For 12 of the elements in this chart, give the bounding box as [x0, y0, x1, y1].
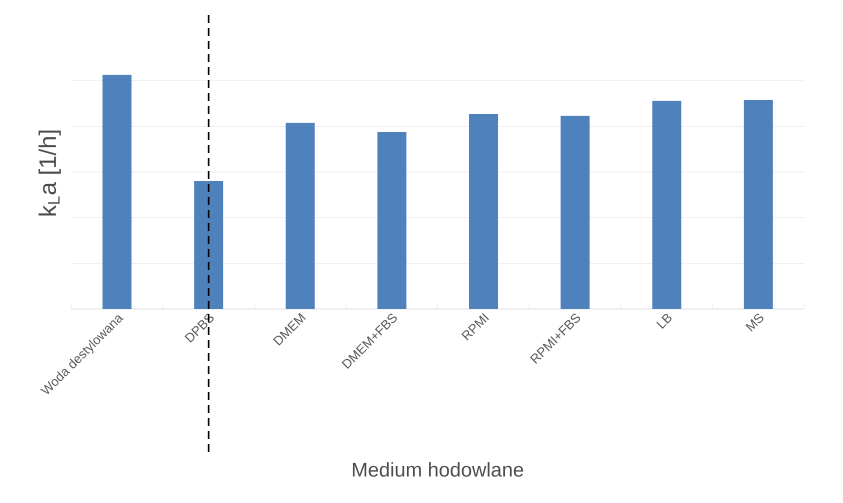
bar	[377, 132, 406, 309]
x-tick-label: MS	[745, 314, 764, 332]
bar	[652, 100, 682, 309]
x-tick-label: LB	[656, 314, 672, 329]
bar	[744, 100, 773, 309]
bar	[286, 122, 315, 309]
bar	[469, 114, 498, 309]
y-axis-title: k$_{L}$a [1/h]	[38, 130, 61, 216]
bar	[194, 180, 224, 309]
bar	[560, 116, 590, 309]
bar	[102, 74, 132, 309]
x-axis-title: Medium hodowlane	[352, 462, 524, 477]
